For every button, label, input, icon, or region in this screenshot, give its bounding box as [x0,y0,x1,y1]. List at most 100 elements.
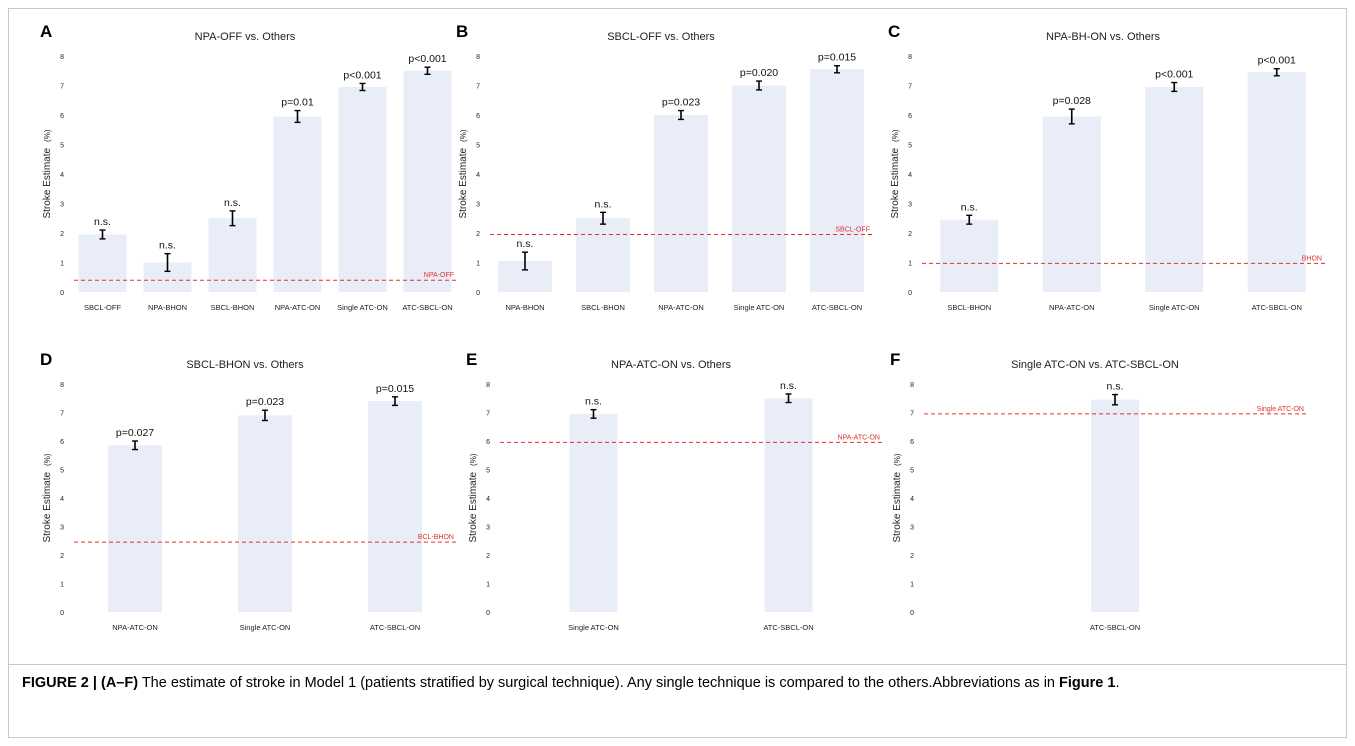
y-axis-label-text: Stroke Estimate [458,148,469,219]
chart-title: NPA-BH-ON vs. Others [1046,31,1161,43]
y-tick-label: 8 [60,382,64,389]
y-tick-label: 0 [910,610,914,617]
x-tick-label: SBCL-BHON [211,303,255,312]
significance-label: n.s. [595,198,612,210]
y-tick-label: 4 [476,172,480,179]
x-tick-label: ATC-SBCL-ON [402,303,452,312]
panel-letter: F [890,350,901,369]
x-tick-label: Single ATC-ON [568,623,619,632]
bar [273,116,322,292]
significance-label: n.s. [961,201,978,213]
panel-d: D SBCL-BHON vs. Others Stroke Estimate (%)… [40,350,460,650]
x-tick-label: ATC-SBCL-ON [1090,623,1140,632]
panel-letter: C [888,22,901,41]
y-tick-label: 3 [486,525,490,532]
y-tick-label: 5 [910,468,914,475]
y-tick-label: 2 [910,553,914,560]
y-tick-label: 5 [908,143,912,150]
x-tick-label: NPA-ATC-ON [112,623,158,632]
y-axis-label: Stroke Estimate (%) [458,129,469,218]
bar [108,445,162,612]
y-tick-label: 7 [910,411,914,418]
y-tick-label: 4 [910,496,914,503]
reference-line-label: Single ATC-ON [1257,406,1304,413]
y-tick-label: 7 [486,411,490,418]
significance-label: p<0.001 [343,69,381,81]
y-tick-label: 3 [476,202,480,209]
y-axis-label: Stroke Estimate (%) [42,453,53,542]
bar [576,218,630,292]
y-axis-label-unit: (%) [891,129,900,142]
significance-label: p<0.001 [1155,69,1193,81]
significance-label: n.s. [224,197,241,209]
bar [654,115,708,292]
significance-label: n.s. [517,238,534,250]
x-tick-label: SBCL-OFF [84,303,122,312]
panel-f: F Single ATC-ON vs. ATC-SBCL-ON Stroke Es… [890,350,1315,650]
y-tick-label: 7 [60,411,64,418]
bar [1145,86,1204,292]
y-tick-label: 3 [60,525,64,532]
figure-frame [8,8,1347,738]
panel-letter: B [456,22,469,41]
caption-end: . [1115,675,1120,691]
y-tick-label: 6 [908,113,912,120]
chart-title: NPA-OFF vs. Others [195,31,296,43]
caption-figure-label: FIGURE 2 | (A–F) [22,675,139,691]
y-tick-label: 3 [60,202,64,209]
bar [732,85,786,292]
y-axis-label: Stroke Estimate (%) [892,453,903,542]
reference-line-label: SBCL-OFF [835,226,870,233]
y-tick-label: 3 [908,202,912,209]
panel-letter: D [40,350,53,369]
x-tick-label: ATC-SBCL-ON [812,303,862,312]
y-tick-label: 1 [486,582,490,589]
y-tick-label: 6 [60,439,64,446]
x-tick-label: Single ATC-ON [734,303,785,312]
y-tick-label: 6 [910,439,914,446]
x-tick-label: ATC-SBCL-ON [1252,303,1302,312]
significance-label: n.s. [780,380,797,392]
chart-title: Single ATC-ON vs. ATC-SBCL-ON [1011,359,1179,371]
y-tick-label: 8 [476,54,480,61]
bar [338,86,387,292]
significance-label: n.s. [1107,381,1124,393]
bar [1247,72,1306,292]
x-tick-label: Single ATC-ON [1149,303,1200,312]
chart-title: NPA-ATC-ON vs. Others [611,359,731,371]
y-tick-label: 5 [60,468,64,475]
y-tick-label: 0 [908,290,912,297]
significance-label: p<0.001 [1258,55,1296,67]
x-tick-label: ATC-SBCL-ON [763,623,813,632]
chart-title: SBCL-OFF vs. Others [607,31,715,43]
y-axis-label-text: Stroke Estimate [468,472,479,543]
chart-c: NPA-BH-ON vs. Others Stroke Estimate (%) 0 1… [890,31,1326,312]
chart-a: NPA-OFF vs. Others Stroke Estimate (%) 0 1 2 3… [42,31,458,312]
y-tick-label: 2 [908,231,912,238]
y-tick-label: 6 [60,113,64,120]
reference-line-label: NPA-OFF [424,272,454,279]
y-tick-label: 1 [908,261,912,268]
significance-label: p=0.023 [662,97,700,109]
y-axis-label-unit: (%) [893,453,902,466]
bar [940,219,999,292]
y-axis-label: Stroke Estimate (%) [468,453,479,542]
bar [368,401,422,612]
x-tick-label: NPA-ATC-ON [1049,303,1095,312]
significance-label: n.s. [585,396,602,408]
y-axis-label-unit: (%) [43,453,52,466]
y-tick-label: 5 [60,143,64,150]
chart-d: SBCL-BHON vs. Others Stroke Estimate (%) 0 1… [42,359,458,632]
y-tick-label: 0 [476,290,480,297]
significance-label: p=0.023 [246,396,284,408]
y-tick-label: 8 [60,54,64,61]
significance-label: p=0.015 [376,383,414,395]
y-tick-label: 8 [486,382,490,389]
significance-label: p=0.020 [740,67,778,79]
significance-label: p=0.015 [818,52,856,64]
caption-figure-ref[interactable]: Figure 1 [1059,675,1116,691]
panel-c: C NPA-BH-ON vs. Others Stroke Estimate (%)… [888,22,1328,322]
bar [810,69,864,293]
y-tick-label: 2 [60,553,64,560]
significance-label: n.s. [94,216,111,228]
